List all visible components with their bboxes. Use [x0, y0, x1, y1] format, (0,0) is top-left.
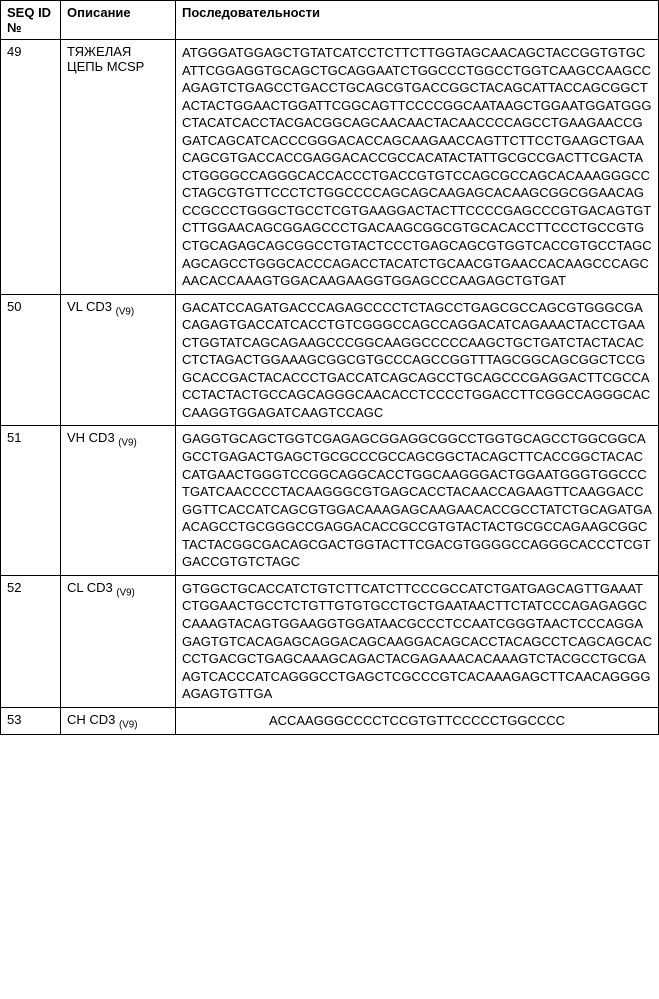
sequence-cell: GACATCCAGATGACCCAGAGCCCCTCTAGCCTGAGCGCCA…	[176, 294, 659, 426]
sequence-cell: GTGGCTGCACCATCTGTCTTCATCTTCCCGCCATCTGATG…	[176, 575, 659, 707]
desc-main: CL CD3	[67, 580, 116, 595]
desc-sub: (V9)	[116, 306, 134, 317]
seq-id-cell: 53	[1, 707, 61, 735]
desc-main: VH CD3	[67, 430, 118, 445]
desc-sub: (V9)	[116, 587, 134, 598]
description-cell: VH CD3 (V9)	[61, 426, 176, 575]
desc-sub: (V9)	[118, 438, 136, 449]
desc-main: CH CD3	[67, 712, 119, 727]
description-cell: CL CD3 (V9)	[61, 575, 176, 707]
description-cell: CH CD3 (V9)	[61, 707, 176, 735]
header-seq-id: SEQ ID №	[1, 1, 61, 40]
sequence-table: SEQ ID № Описание Последовательности 49 …	[0, 0, 659, 735]
seq-id-cell: 50	[1, 294, 61, 426]
seq-id-cell: 49	[1, 40, 61, 295]
table-row: 50 VL CD3 (V9) GACATCCAGATGACCCAGAGCCCCT…	[1, 294, 659, 426]
description-cell: VL CD3 (V9)	[61, 294, 176, 426]
sequence-cell: GAGGTGCAGCTGGTCGAGAGCGGAGGCGGCCTGGTGCAGC…	[176, 426, 659, 575]
desc-main: ТЯЖЕЛАЯ ЦЕПЬ MCSP	[67, 44, 144, 74]
desc-main: VL CD3	[67, 299, 116, 314]
desc-sub: (V9)	[119, 719, 137, 730]
header-sequences: Последовательности	[176, 1, 659, 40]
seq-id-cell: 51	[1, 426, 61, 575]
table-row: 51 VH CD3 (V9) GAGGTGCAGCTGGTCGAGAGCGGAG…	[1, 426, 659, 575]
seq-id-cell: 52	[1, 575, 61, 707]
table-row: 49 ТЯЖЕЛАЯ ЦЕПЬ MCSP ATGGGATGGAGCTGTATCA…	[1, 40, 659, 295]
sequence-cell: ATGGGATGGAGCTGTATCATCCTCTTCTTGGTAGCAACAG…	[176, 40, 659, 295]
sequence-cell: ACCAAGGGCCCCTCCGTGTTCCCCCTGGCCCC	[176, 707, 659, 735]
table-row: 53 CH CD3 (V9) ACCAAGGGCCCCTCCGTGTTCCCCC…	[1, 707, 659, 735]
table-row: 52 CL CD3 (V9) GTGGCTGCACCATCTGTCTTCATCT…	[1, 575, 659, 707]
header-description: Описание	[61, 1, 176, 40]
description-cell: ТЯЖЕЛАЯ ЦЕПЬ MCSP	[61, 40, 176, 295]
header-row: SEQ ID № Описание Последовательности	[1, 1, 659, 40]
